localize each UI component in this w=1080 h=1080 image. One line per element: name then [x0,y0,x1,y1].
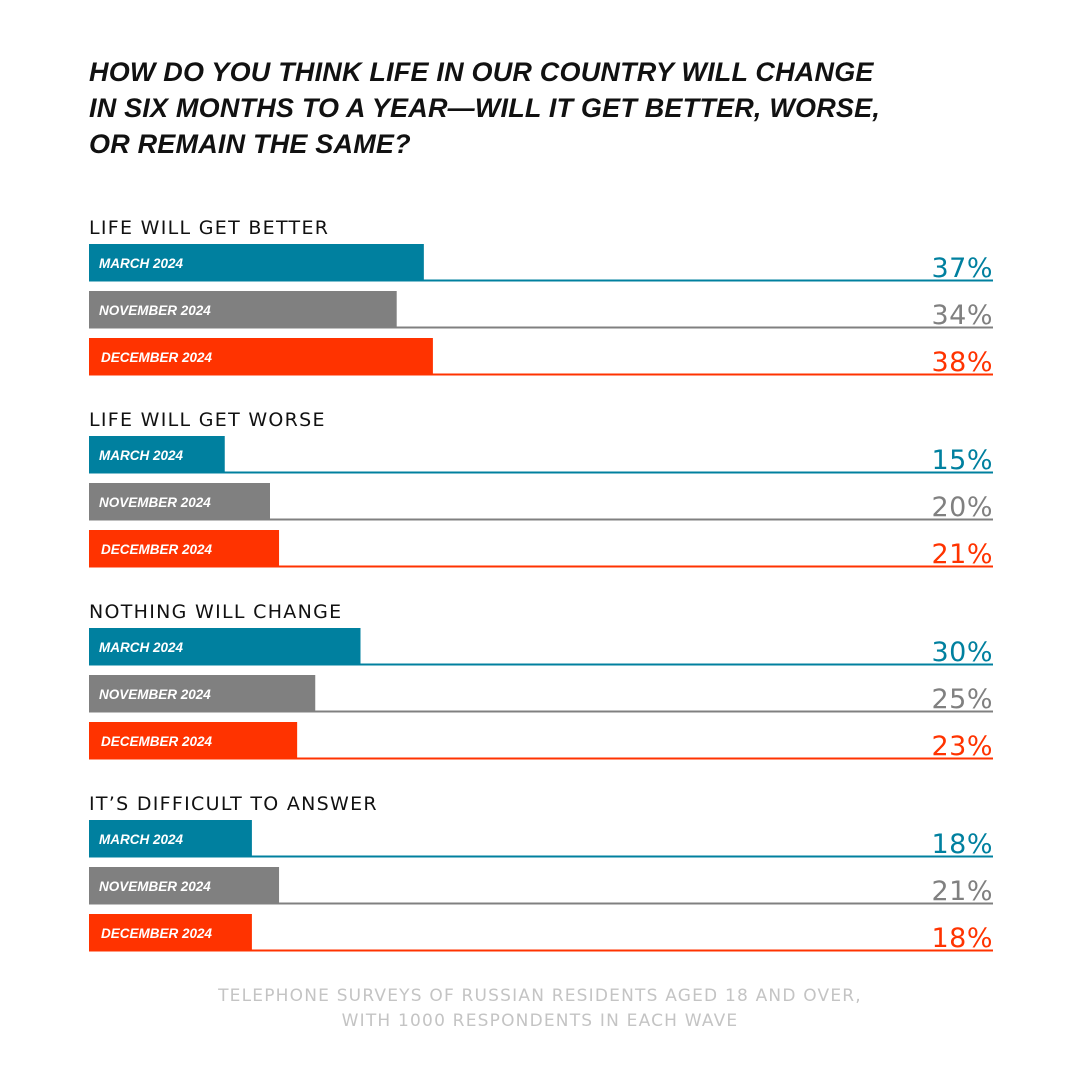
bar [89,338,433,375]
value-label: 34% [931,300,993,331]
category-label: LIFE WILL GET BETTER [89,217,329,239]
chart-title-line: IN SIX MONTHS TO A YEAR—WILL IT GET BETT… [89,93,881,123]
value-label: 21% [931,539,993,570]
bar [89,244,424,281]
value-label: 15% [931,445,993,476]
value-label: 25% [931,684,993,715]
series-label: MARCH 2024 [99,448,184,463]
bar [89,722,298,759]
value-label: 38% [931,347,993,378]
category-label: IT’S DIFFICULT TO ANSWER [89,793,378,815]
series-label: NOVEMBER 2024 [99,879,211,894]
bar [89,820,252,857]
value-label: 18% [931,829,993,860]
bar [89,628,361,665]
value-label: 20% [931,492,993,523]
source-note-line: TELEPHONE SURVEYS OF RUSSIAN RESIDENTS A… [218,986,862,1006]
series-label: NOVEMBER 2024 [99,687,211,702]
chart-title-line: OR REMAIN THE SAME? [89,129,411,159]
series-label: DECEMBER 2024 [101,734,213,749]
bar [89,483,270,520]
series-label: NOVEMBER 2024 [99,303,211,318]
bar [89,291,397,328]
category-label: LIFE WILL GET WORSE [89,409,326,431]
series-label: DECEMBER 2024 [101,542,213,557]
series-label: MARCH 2024 [99,256,184,271]
value-label: 30% [931,637,993,668]
value-label: 23% [931,731,993,762]
bar [89,436,225,473]
source-note: TELEPHONE SURVEYS OF RUSSIAN RESIDENTS A… [0,984,1080,1034]
series-label: DECEMBER 2024 [101,350,213,365]
series-label: MARCH 2024 [99,832,184,847]
chart-title: HOW DO YOU THINK LIFE IN OUR COUNTRY WIL… [89,54,969,162]
bar [89,530,280,567]
chart-title-line: HOW DO YOU THINK LIFE IN OUR COUNTRY WIL… [89,57,874,87]
bar [89,914,252,951]
value-label: 21% [931,876,993,907]
series-label: NOVEMBER 2024 [99,495,211,510]
value-label: 18% [931,923,993,954]
value-label: 37% [931,253,993,284]
bar [89,675,316,712]
source-note-line: WITH 1000 RESPONDENTS IN EACH WAVE [341,1011,739,1031]
series-label: MARCH 2024 [99,640,184,655]
bar [89,867,280,904]
category-label: NOTHING WILL CHANGE [89,601,342,623]
series-label: DECEMBER 2024 [101,926,213,941]
